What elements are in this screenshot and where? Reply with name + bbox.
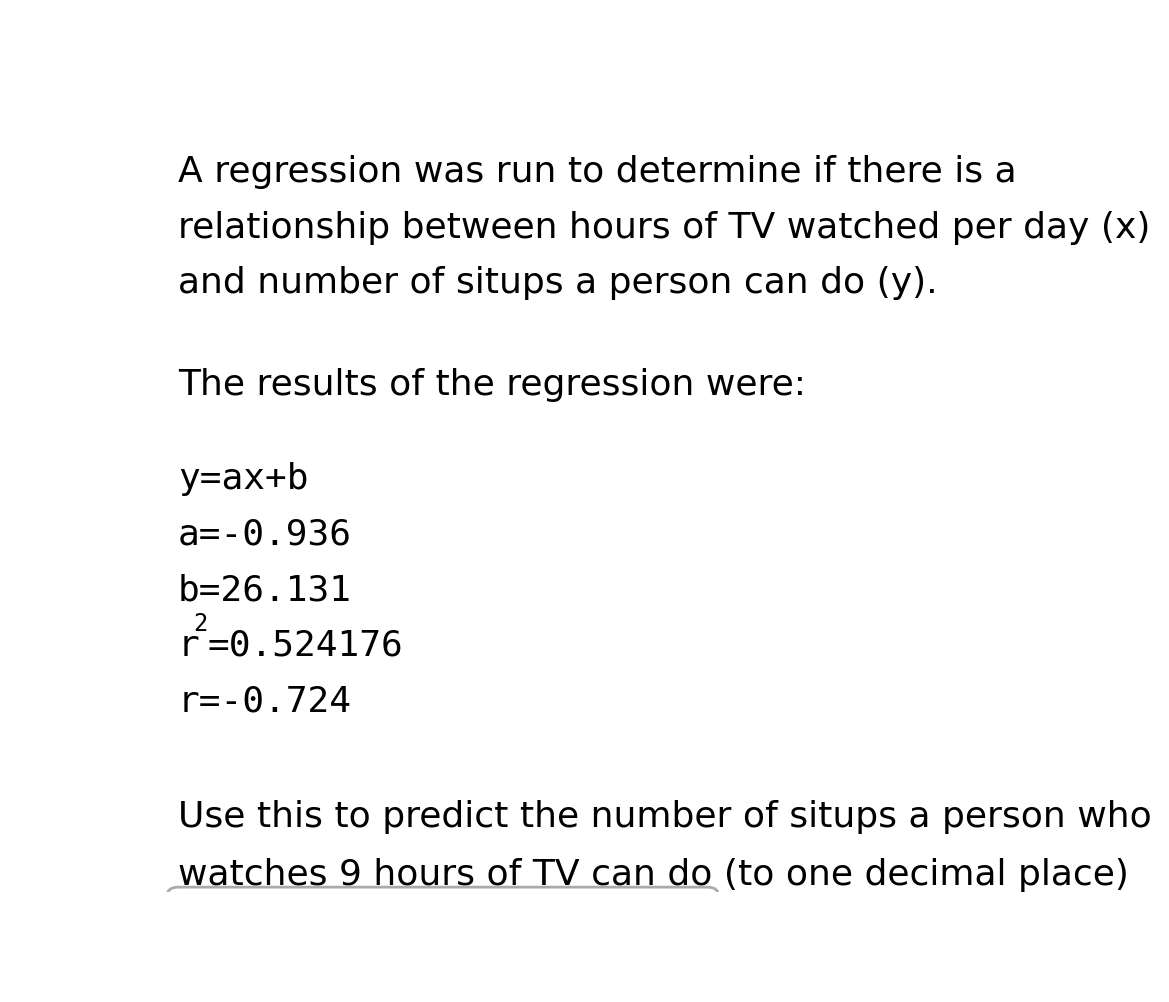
Text: r=-0.724: r=-0.724: [178, 684, 352, 718]
Text: The results of the regression were:: The results of the regression were:: [178, 368, 805, 402]
Text: Use this to predict the number of situps a person who: Use this to predict the number of situps…: [178, 800, 1151, 834]
Text: =0.524176: =0.524176: [208, 628, 403, 662]
Text: a=-0.936: a=-0.936: [178, 518, 352, 551]
Text: A regression was run to determine if there is a: A regression was run to determine if the…: [178, 155, 1017, 189]
Text: relationship between hours of TV watched per day (x): relationship between hours of TV watched…: [178, 210, 1150, 244]
Text: r: r: [178, 628, 200, 662]
Text: 2: 2: [193, 611, 207, 635]
Text: y=ax+b: y=ax+b: [178, 462, 309, 496]
Text: and number of situps a person can do (y).: and number of situps a person can do (y)…: [178, 267, 938, 300]
Text: watches 9 hours of TV can do (to one decimal place): watches 9 hours of TV can do (to one dec…: [178, 858, 1129, 892]
FancyBboxPatch shape: [167, 887, 719, 987]
Text: b=26.131: b=26.131: [178, 573, 352, 607]
